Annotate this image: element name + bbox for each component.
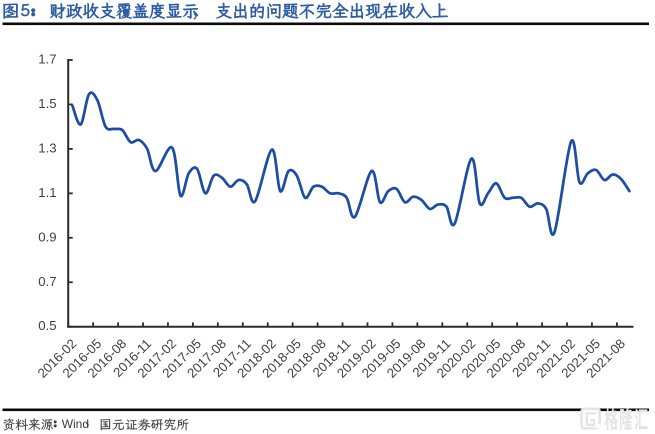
svg-text:0.7: 0.7 xyxy=(38,274,56,289)
svg-text:1.7: 1.7 xyxy=(38,52,56,67)
svg-text:1.5: 1.5 xyxy=(38,96,56,111)
svg-text:1.3: 1.3 xyxy=(38,140,56,155)
svg-text:0.9: 0.9 xyxy=(38,229,56,244)
svg-text:1.1: 1.1 xyxy=(38,185,56,200)
svg-text:0.5: 0.5 xyxy=(38,318,56,333)
svg-text:Wind: Wind xyxy=(62,417,89,431)
